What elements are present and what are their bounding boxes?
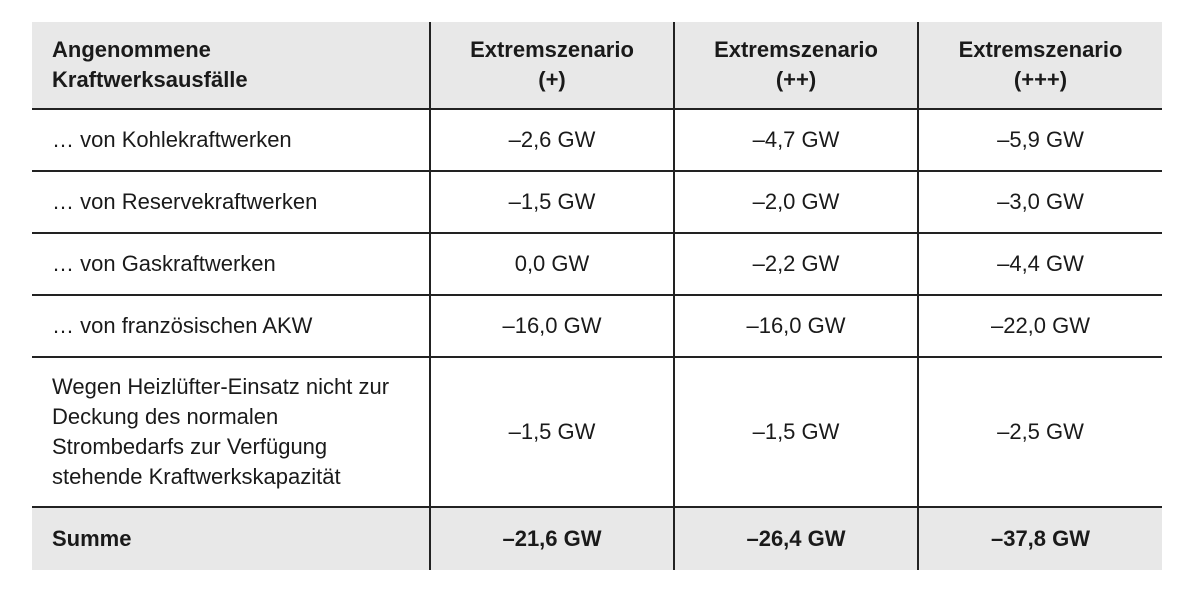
table-header: Angenommene Kraftwerksausfälle Extremszen… <box>32 22 1162 109</box>
header-row: Angenommene Kraftwerksausfälle Extremszen… <box>32 22 1162 109</box>
cell-text: –5,9 GW <box>997 127 1084 152</box>
cell-text: –22,0 GW <box>990 313 1091 338</box>
value-cell: –3,0 GW <box>917 170 1162 233</box>
cell-text: … von Reservekraftwerken <box>52 189 318 214</box>
cell-text: –2,0 GW <box>752 189 840 214</box>
value-cell: –16,0 GW <box>429 294 674 357</box>
total-value: –26,4 GW <box>673 506 918 570</box>
cell-text: Wegen Heizlüfter-Einsatz nicht zur Decku… <box>52 374 390 489</box>
cell-text: –1,5 GW <box>508 189 596 214</box>
table-row: … von Gaskraftwerken 0,0 GW –2,2 GW –4,4 GW <box>32 232 1162 295</box>
cell-text: –16,0 GW <box>746 313 846 338</box>
cell-text: Summe <box>52 526 132 551</box>
row-label: … von französischen AKW <box>32 294 430 357</box>
table-container: Angenommene Kraftwerksausfälle Extremszen… <box>32 22 1162 570</box>
cell-text: –4,4 GW <box>997 251 1084 276</box>
cell-text: –1,5 GW <box>752 419 840 444</box>
cell-text: Extremszenario (+++) <box>958 37 1123 92</box>
table-body: … von Kohlekraftwerken –2,6 GW –4,7 GW –5,9… <box>32 108 1162 507</box>
data-table: Angenommene Kraftwerksausfälle Extremszen… <box>32 22 1162 570</box>
value-cell: 0,0 GW <box>429 232 674 295</box>
row-label: Wegen Heizlüfter-Einsatz nicht zur Decku… <box>32 356 430 507</box>
cell-text: –37,8 GW <box>990 526 1091 551</box>
cell-text: Extremszenario (++) <box>714 37 878 92</box>
table-row: … von Kohlekraftwerken –2,6 GW –4,7 GW –5,9… <box>32 108 1162 171</box>
header-cell: Angenommene Kraftwerksausfälle <box>32 22 430 109</box>
value-cell: –1,5 GW <box>673 356 918 507</box>
value-cell: –4,4 GW <box>917 232 1162 295</box>
total-value: –21,6 GW <box>429 506 674 570</box>
cell-text: –2,2 GW <box>752 251 840 276</box>
total-label: Summe <box>32 506 430 570</box>
row-label: … von Reservekraftwerken <box>32 170 430 233</box>
cell-text: 0,0 GW <box>514 251 590 276</box>
header-cell: Extremszenario (+++) <box>917 22 1162 109</box>
row-label: … von Gaskraftwerken <box>32 232 430 295</box>
cell-text: Extremszenario (+) <box>470 37 634 92</box>
cell-text: –2,5 GW <box>997 419 1084 444</box>
total-value: –37,8 GW <box>917 506 1162 570</box>
cell-text: –2,6 GW <box>508 127 596 152</box>
value-cell: –4,7 GW <box>673 108 918 171</box>
value-cell: –5,9 GW <box>917 108 1162 171</box>
total-row: Summe –21,6 GW –26,4 GW –37,8 GW <box>32 506 1162 570</box>
value-cell: –2,0 GW <box>673 170 918 233</box>
table-row: … von französischen AKW –16,0 GW –16,0 GW –… <box>32 294 1162 357</box>
cell-text: –16,0 GW <box>502 313 602 338</box>
cell-text: –1,5 GW <box>508 419 596 444</box>
value-cell: –1,5 GW <box>429 170 674 233</box>
header-cell: Extremszenario (++) <box>673 22 918 109</box>
cell-text: Angenommene Kraftwerksausfälle <box>52 37 248 92</box>
value-cell: –16,0 GW <box>673 294 918 357</box>
header-cell: Extremszenario (+) <box>429 22 674 109</box>
cell-text: –26,4 GW <box>746 526 846 551</box>
table-row: Wegen Heizlüfter-Einsatz nicht zur Decku… <box>32 356 1162 507</box>
cell-text: –21,6 GW <box>502 526 602 551</box>
row-label: … von Kohlekraftwerken <box>32 108 430 171</box>
value-cell: –1,5 GW <box>429 356 674 507</box>
value-cell: –2,6 GW <box>429 108 674 171</box>
value-cell: –2,5 GW <box>917 356 1162 507</box>
table-row: … von Reservekraftwerken –1,5 GW –2,0 GW –3… <box>32 170 1162 233</box>
cell-text: … von französischen AKW <box>52 313 313 338</box>
value-cell: –2,2 GW <box>673 232 918 295</box>
value-cell: –22,0 GW <box>917 294 1162 357</box>
cell-text: –3,0 GW <box>997 189 1084 214</box>
cell-text: … von Kohlekraftwerken <box>52 127 292 152</box>
cell-text: … von Gaskraftwerken <box>52 251 276 276</box>
cell-text: –4,7 GW <box>752 127 840 152</box>
table-footer: Summe –21,6 GW –26,4 GW –37,8 GW <box>32 506 1162 570</box>
